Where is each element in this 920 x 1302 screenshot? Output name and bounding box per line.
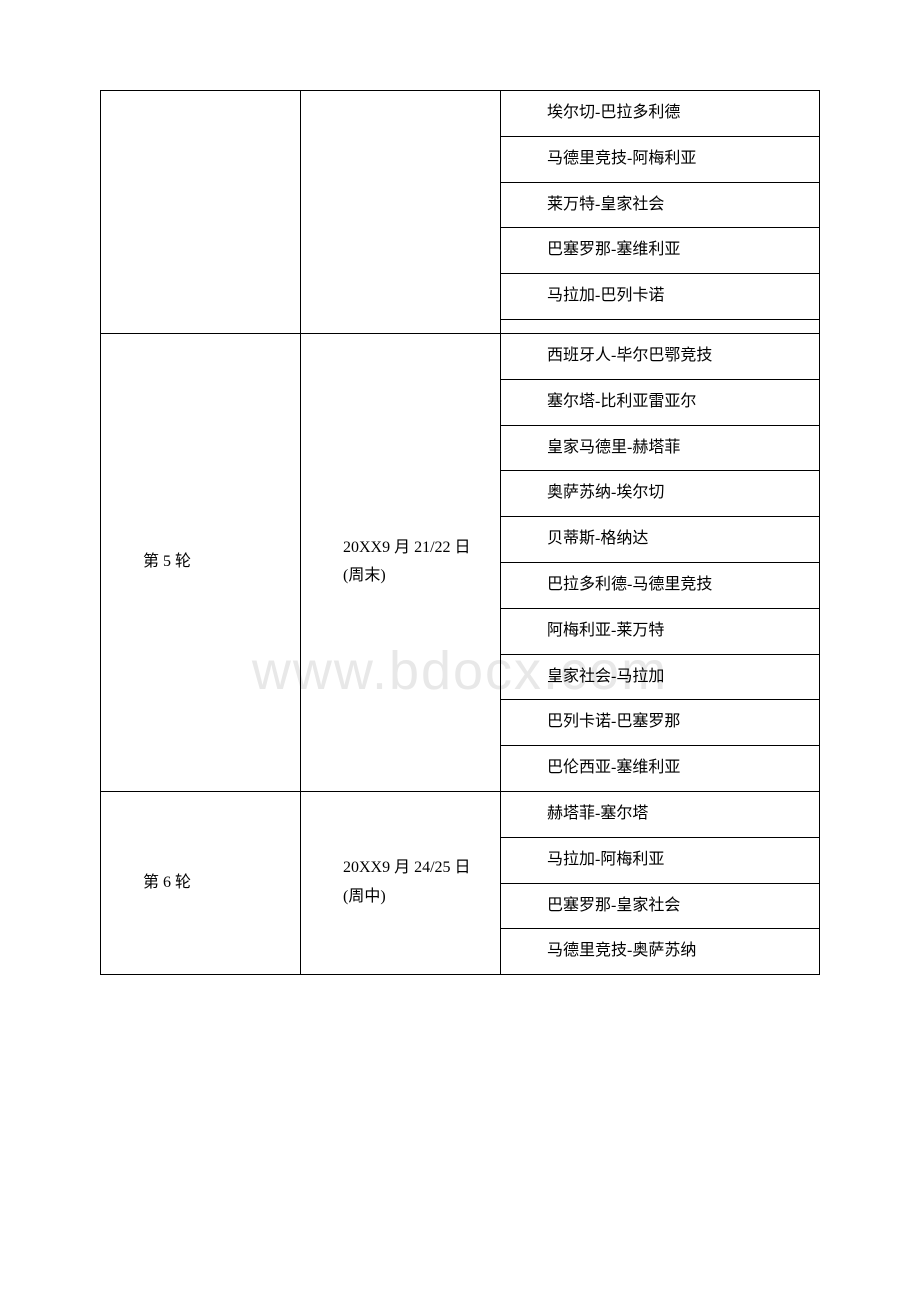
fixture-text: 巴塞罗那-塞维利亚 bbox=[515, 236, 805, 265]
table-row: 埃尔切-巴拉多利德 bbox=[101, 91, 820, 137]
table-row: 第 5 轮20XX9 月 21/22 日(周末)西班牙人-毕尔巴鄂竞技 bbox=[101, 333, 820, 379]
fixture-cell: 贝蒂斯-格纳达 bbox=[501, 517, 820, 563]
date-cell bbox=[301, 91, 501, 334]
fixture-cell: 皇家社会-马拉加 bbox=[501, 654, 820, 700]
table-row: 第 6 轮20XX9 月 24/25 日(周中)赫塔菲-塞尔塔 bbox=[101, 791, 820, 837]
round-cell bbox=[101, 91, 301, 334]
fixture-text: 奥萨苏纳-埃尔切 bbox=[515, 479, 805, 508]
fixture-cell: 西班牙人-毕尔巴鄂竞技 bbox=[501, 333, 820, 379]
fixture-cell: 马拉加-阿梅利亚 bbox=[501, 837, 820, 883]
fixture-cell: 赫塔菲-塞尔塔 bbox=[501, 791, 820, 837]
round-cell: 第 5 轮 bbox=[101, 333, 301, 791]
fixtures-table: 埃尔切-巴拉多利德马德里竞技-阿梅利亚莱万特-皇家社会巴塞罗那-塞维利亚马拉加-… bbox=[100, 90, 820, 975]
fixture-text: 马拉加-阿梅利亚 bbox=[515, 846, 805, 875]
fixture-text: 塞尔塔-比利亚雷亚尔 bbox=[515, 388, 805, 417]
fixture-cell: 马拉加-巴列卡诺 bbox=[501, 274, 820, 320]
fixture-text: 皇家马德里-赫塔菲 bbox=[515, 434, 805, 463]
fixture-text: 巴列卡诺-巴塞罗那 bbox=[515, 708, 805, 737]
fixture-cell: 巴拉多利德-马德里竞技 bbox=[501, 562, 820, 608]
fixture-cell: 皇家马德里-赫塔菲 bbox=[501, 425, 820, 471]
fixture-text: 西班牙人-毕尔巴鄂竞技 bbox=[515, 342, 805, 371]
fixture-text: 皇家社会-马拉加 bbox=[515, 663, 805, 692]
fixture-cell: 马德里竞技-奥萨苏纳 bbox=[501, 929, 820, 975]
fixture-cell: 巴列卡诺-巴塞罗那 bbox=[501, 700, 820, 746]
fixture-text: 马德里竞技-阿梅利亚 bbox=[515, 145, 805, 174]
fixture-text: 巴伦西亚-塞维利亚 bbox=[515, 754, 805, 783]
fixture-text: 马德里竞技-奥萨苏纳 bbox=[515, 937, 805, 966]
fixture-cell: 马德里竞技-阿梅利亚 bbox=[501, 136, 820, 182]
fixture-cell: 埃尔切-巴拉多利德 bbox=[501, 91, 820, 137]
fixture-cell: 巴伦西亚-塞维利亚 bbox=[501, 746, 820, 792]
fixture-text: 马拉加-巴列卡诺 bbox=[515, 282, 805, 311]
fixture-text: 巴塞罗那-皇家社会 bbox=[515, 892, 805, 921]
fixture-cell: 巴塞罗那-塞维利亚 bbox=[501, 228, 820, 274]
date-cell: 20XX9 月 21/22 日(周末) bbox=[301, 333, 501, 791]
fixture-text: 埃尔切-巴拉多利德 bbox=[515, 99, 805, 128]
fixture-cell: 巴塞罗那-皇家社会 bbox=[501, 883, 820, 929]
fixture-cell: 奥萨苏纳-埃尔切 bbox=[501, 471, 820, 517]
fixture-text: 莱万特-皇家社会 bbox=[515, 191, 805, 220]
fixture-cell: 阿梅利亚-莱万特 bbox=[501, 608, 820, 654]
fixture-cell: 莱万特-皇家社会 bbox=[501, 182, 820, 228]
fixture-text: 阿梅利亚-莱万特 bbox=[515, 617, 805, 646]
date-cell: 20XX9 月 24/25 日(周中) bbox=[301, 791, 501, 974]
fixture-cell: 塞尔塔-比利亚雷亚尔 bbox=[501, 379, 820, 425]
blank-cell bbox=[501, 319, 820, 333]
fixture-text: 巴拉多利德-马德里竞技 bbox=[515, 571, 805, 600]
fixture-text: 贝蒂斯-格纳达 bbox=[515, 525, 805, 554]
fixture-text: 赫塔菲-塞尔塔 bbox=[515, 800, 805, 829]
round-cell: 第 6 轮 bbox=[101, 791, 301, 974]
